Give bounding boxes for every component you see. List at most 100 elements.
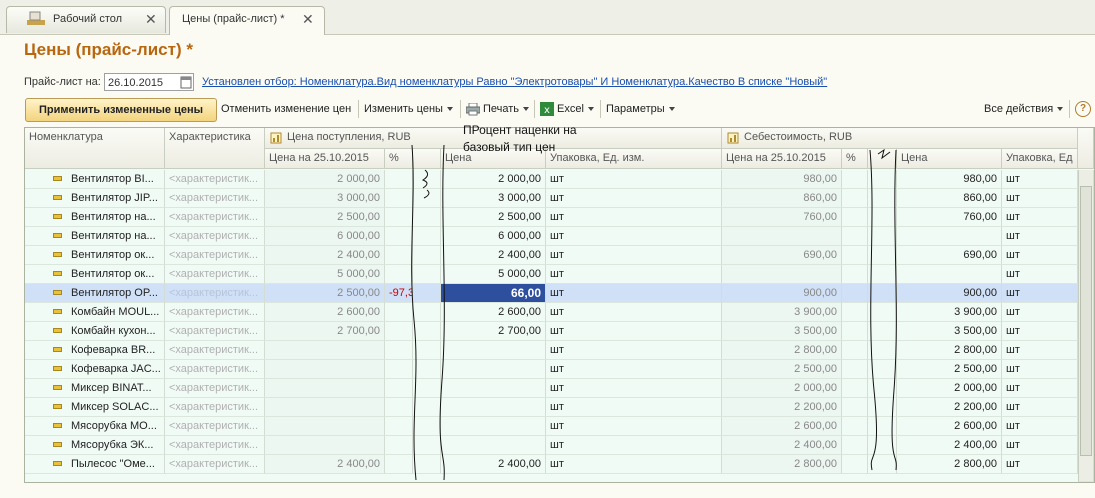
table-cell — [842, 189, 868, 208]
table-cell: шт — [1002, 208, 1078, 227]
table-cell — [265, 341, 385, 360]
table-cell — [868, 265, 897, 284]
date-input[interactable]: 26.10.2015 — [104, 73, 194, 91]
table-cell: Комбайн кухон... — [25, 322, 165, 341]
table-cell: 2 200,00 — [897, 398, 1002, 417]
table-cell: шт — [546, 322, 722, 341]
table-cell: Вентилятор JIP... — [25, 189, 165, 208]
table-cell: <характеристик... — [165, 455, 265, 474]
table-cell — [265, 379, 385, 398]
table-cell — [897, 227, 1002, 246]
table-cell — [868, 398, 897, 417]
table-cell — [413, 170, 441, 189]
table-cell: 3 900,00 — [897, 303, 1002, 322]
table-cell — [385, 455, 413, 474]
row-bg — [25, 246, 1078, 265]
table-cell: <характеристик... — [165, 417, 265, 436]
row-icon — [53, 309, 62, 314]
button-label: Печать — [483, 103, 520, 115]
table-cell — [385, 417, 413, 436]
table-cell: шт — [1002, 417, 1078, 436]
table-cell: 2 200,00 — [722, 398, 842, 417]
tab-close[interactable]: ✕ — [302, 11, 314, 27]
table-cell: <характеристик... — [165, 398, 265, 417]
table-cell: <характеристик... — [165, 170, 265, 189]
cancel-button[interactable]: Отменить изменение цен — [221, 103, 352, 115]
table-cell — [722, 227, 842, 246]
button-label: Параметры — [606, 103, 665, 115]
row-bg — [25, 360, 1078, 379]
date-label: Прайс-лист на: — [24, 76, 101, 88]
table-cell — [441, 398, 546, 417]
table-cell: 900,00 — [722, 284, 842, 303]
table-cell: <характеристик... — [165, 227, 265, 246]
table-cell: 2 800,00 — [897, 341, 1002, 360]
group-header: Себестоимость, RUB — [722, 128, 1078, 149]
table-cell: шт — [1002, 455, 1078, 474]
group-header: Характеристика — [165, 128, 265, 169]
table-cell: 2 500,00 — [265, 208, 385, 227]
table-cell — [413, 455, 441, 474]
table-cell — [385, 379, 413, 398]
table-cell: шт — [546, 227, 722, 246]
table-cell: шт — [1002, 189, 1078, 208]
tab-close[interactable]: ✕ — [145, 11, 157, 27]
annotation: ПРоцент наценки на базовый тип цен — [463, 123, 577, 154]
separator — [1069, 100, 1070, 118]
table-cell — [722, 265, 842, 284]
column-header: Цена — [441, 149, 546, 169]
calendar-icon[interactable] — [180, 75, 192, 89]
table-cell: шт — [1002, 170, 1078, 189]
row-bg — [25, 227, 1078, 246]
table-cell: 3 000,00 — [265, 189, 385, 208]
table-cell — [868, 170, 897, 189]
row-bg — [25, 170, 1078, 189]
table-cell — [842, 284, 868, 303]
table-cell: шт — [546, 341, 722, 360]
table-cell: 980,00 — [897, 170, 1002, 189]
table-cell: шт — [1002, 436, 1078, 455]
row-icon — [53, 461, 62, 466]
separator — [460, 100, 461, 118]
table-cell — [842, 341, 868, 360]
apply-button[interactable]: Применить измененные цены — [25, 98, 217, 122]
table-cell: <характеристик... — [165, 246, 265, 265]
table-cell — [868, 246, 897, 265]
print-button[interactable]: Печать — [483, 98, 530, 120]
table-cell: 2 400,00 — [265, 246, 385, 265]
table-cell: <характеристик... — [165, 436, 265, 455]
help-button[interactable]: ? — [1075, 101, 1091, 117]
table-cell — [842, 170, 868, 189]
table-cell: <характеристик... — [165, 322, 265, 341]
column-header: Упаковка, Ед. изм. — [546, 149, 722, 169]
params-button[interactable]: Параметры — [606, 98, 675, 120]
table-cell: шт — [1002, 398, 1078, 417]
table-cell: 6 000,00 — [265, 227, 385, 246]
column-header: Цена на 25.10.2015 — [722, 149, 842, 169]
table-cell: шт — [1002, 265, 1078, 284]
excel-button[interactable]: Excel — [557, 98, 594, 120]
tab-icon — [27, 11, 45, 25]
table-cell: 3 000,00 — [441, 189, 546, 208]
row-icon — [53, 442, 62, 447]
table-cell — [842, 360, 868, 379]
table-cell: шт — [1002, 246, 1078, 265]
excel-icon: x — [540, 102, 554, 116]
table-cell: Комбайн MOUL... — [25, 303, 165, 322]
row-bg — [25, 398, 1078, 417]
table-cell: 760,00 — [897, 208, 1002, 227]
tab[interactable]: Рабочий стол ✕ — [6, 6, 166, 33]
column-header: % — [842, 149, 868, 169]
table-cell: 2 600,00 — [265, 303, 385, 322]
all-actions-button[interactable]: Все действия — [984, 98, 1064, 120]
table-cell: Вентилятор ок... — [25, 246, 165, 265]
button-label: Excel — [557, 103, 584, 115]
tab[interactable]: Цены (прайс-лист) * ✕ — [169, 6, 325, 35]
table-cell: 66,00 — [441, 284, 546, 303]
table-cell — [385, 246, 413, 265]
filter-link[interactable]: Установлен отбор: Номенклатура.Вид номен… — [202, 76, 828, 88]
table-cell — [413, 341, 441, 360]
table-cell: Мясорубка МО... — [25, 417, 165, 436]
table-cell: <характеристик... — [165, 341, 265, 360]
change-button[interactable]: Изменить цены — [364, 98, 453, 120]
